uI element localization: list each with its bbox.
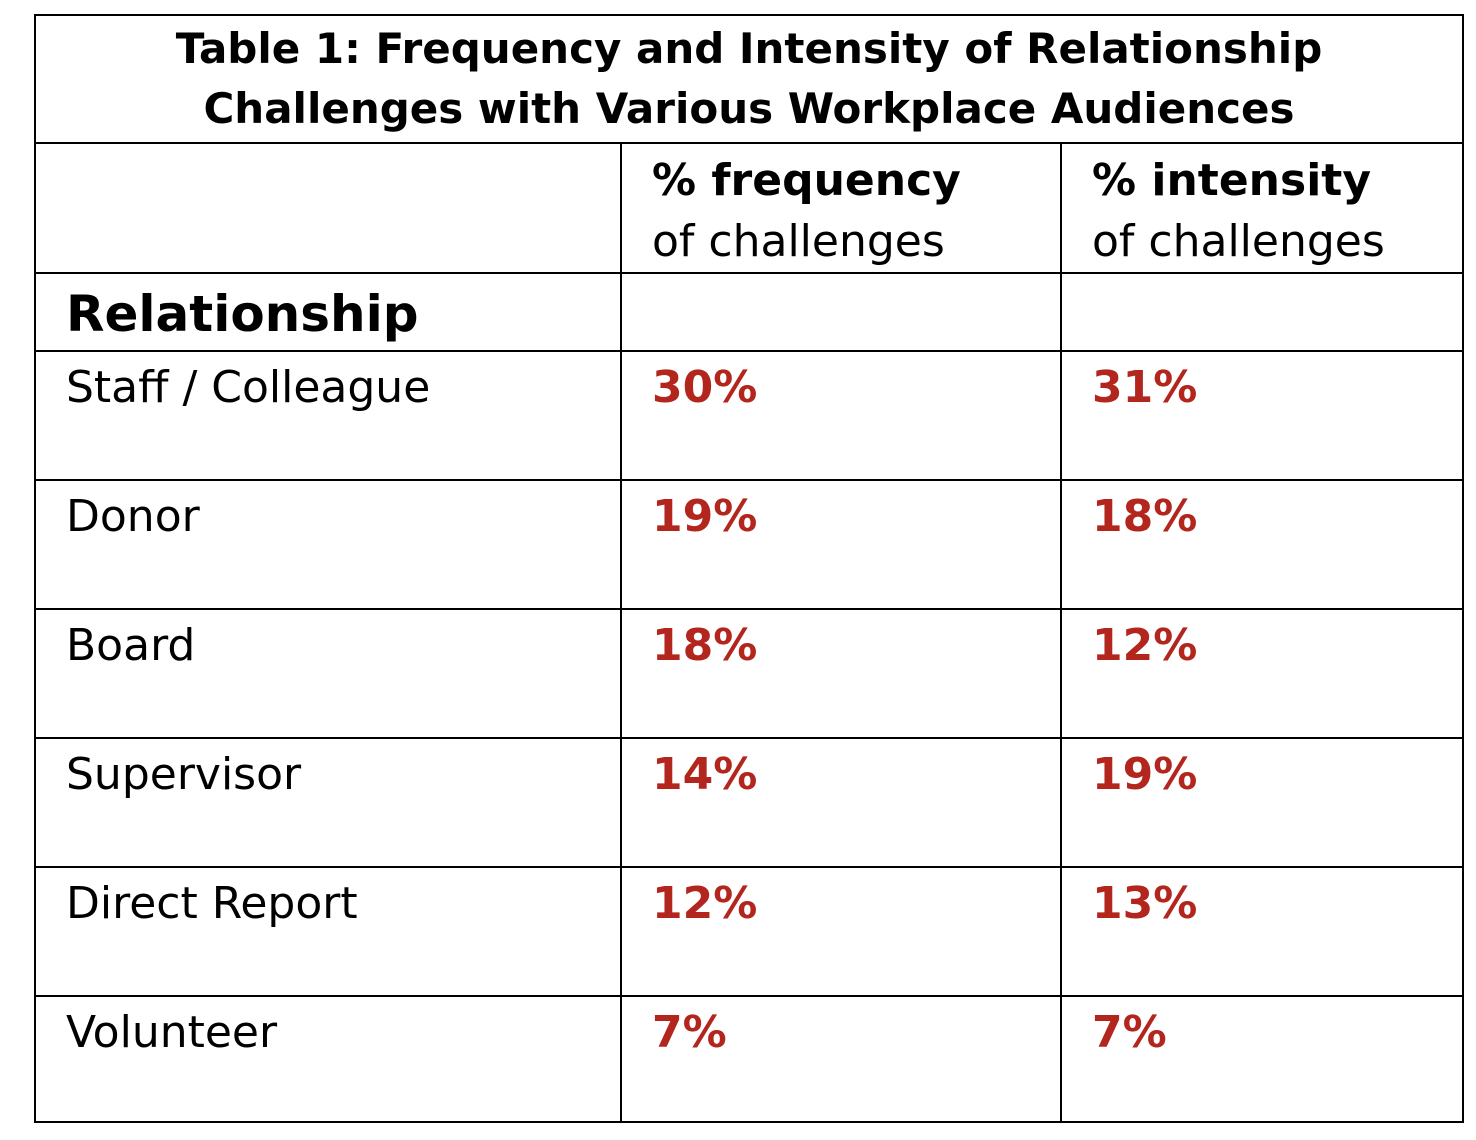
frequency-value: 19% xyxy=(652,491,758,542)
relationship-label: Direct Report xyxy=(66,878,358,929)
intensity-cell: 31% xyxy=(1062,352,1462,479)
intensity-value: 13% xyxy=(1092,878,1198,929)
frequency-value: 7% xyxy=(652,1007,727,1058)
intensity-cell: 7% xyxy=(1062,997,1462,1121)
table-row: Direct Report 12% 13% xyxy=(36,868,1462,997)
intensity-value: 7% xyxy=(1092,1007,1167,1058)
frequency-cell: 7% xyxy=(622,997,1062,1121)
section-cell-empty-2 xyxy=(1062,274,1462,350)
table-row: Staff / Colleague 30% 31% xyxy=(36,352,1462,481)
table-row: Supervisor 14% 19% xyxy=(36,739,1462,868)
intensity-value: 18% xyxy=(1092,491,1198,542)
header-cell-intensity: % intensity of challenges xyxy=(1062,144,1462,272)
frequency-value: 14% xyxy=(652,749,758,800)
frequency-cell: 14% xyxy=(622,739,1062,866)
section-cell: Relationship xyxy=(36,274,622,350)
section-label: Relationship xyxy=(66,285,419,343)
relationship-label: Volunteer xyxy=(66,1007,278,1058)
relationship-label: Staff / Colleague xyxy=(66,362,431,413)
table-title-row: Table 1: Frequency and Intensity of Rela… xyxy=(36,16,1462,144)
intensity-cell: 12% xyxy=(1062,610,1462,737)
frequency-value: 30% xyxy=(652,362,758,413)
relationship-cell: Volunteer xyxy=(36,997,622,1121)
intensity-value: 12% xyxy=(1092,620,1198,671)
table-row: Donor 19% 18% xyxy=(36,481,1462,610)
relationship-cell: Direct Report xyxy=(36,868,622,995)
intensity-cell: 13% xyxy=(1062,868,1462,995)
frequency-header-strong: % frequency xyxy=(652,155,961,206)
relationship-label: Donor xyxy=(66,491,200,542)
header-cell-frequency: % frequency of challenges xyxy=(622,144,1062,272)
frequency-value: 18% xyxy=(652,620,758,671)
relationship-label: Supervisor xyxy=(66,749,302,800)
intensity-value: 31% xyxy=(1092,362,1198,413)
table-row: Volunteer 7% 7% xyxy=(36,997,1462,1121)
table-title-line-1: Table 1: Frequency and Intensity of Rela… xyxy=(175,24,1323,73)
section-row: Relationship xyxy=(36,274,1462,352)
section-cell-empty-1 xyxy=(622,274,1062,350)
relationship-cell: Supervisor xyxy=(36,739,622,866)
frequency-cell: 30% xyxy=(622,352,1062,479)
intensity-cell: 19% xyxy=(1062,739,1462,866)
table-row: Board 18% 12% xyxy=(36,610,1462,739)
frequency-cell: 18% xyxy=(622,610,1062,737)
frequency-cell: 12% xyxy=(622,868,1062,995)
frequency-cell: 19% xyxy=(622,481,1062,608)
frequency-header-plain: of challenges xyxy=(652,216,945,267)
header-cell-empty xyxy=(36,144,622,272)
intensity-value: 19% xyxy=(1092,749,1198,800)
relationship-cell: Donor xyxy=(36,481,622,608)
intensity-cell: 18% xyxy=(1062,481,1462,608)
relationship-label: Board xyxy=(66,620,196,671)
frequency-value: 12% xyxy=(652,878,758,929)
intensity-header-strong: % intensity xyxy=(1092,155,1371,206)
relationship-cell: Board xyxy=(36,610,622,737)
relationship-challenges-table: Table 1: Frequency and Intensity of Rela… xyxy=(34,14,1464,1123)
column-header-row: % frequency of challenges % intensity of… xyxy=(36,144,1462,274)
intensity-header-plain: of challenges xyxy=(1092,216,1385,267)
relationship-cell: Staff / Colleague xyxy=(36,352,622,479)
table-title-line-2: Challenges with Various Workplace Audien… xyxy=(203,84,1295,133)
